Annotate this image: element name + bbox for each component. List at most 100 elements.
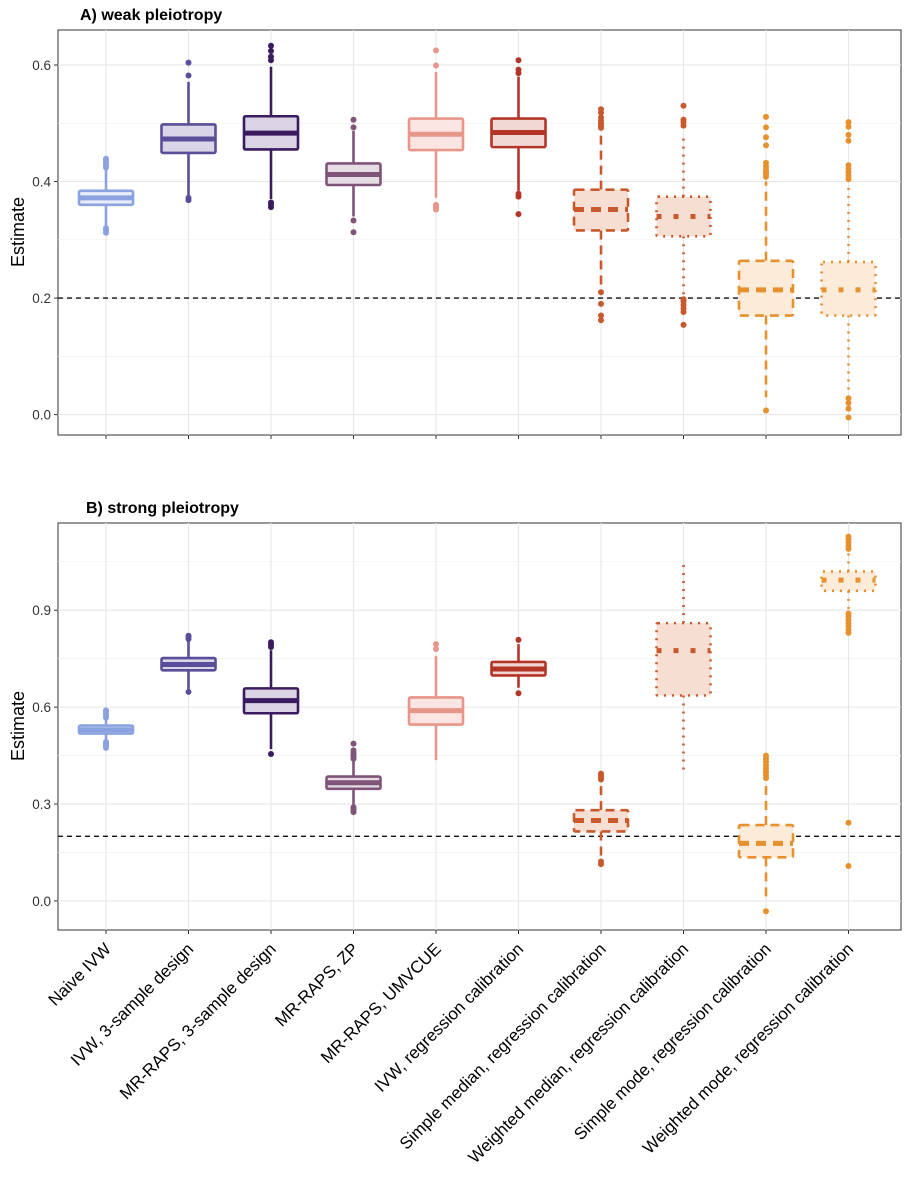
outlier-point: [763, 134, 769, 141]
boxplot-1: [77, 155, 135, 236]
outlier-point: [845, 819, 852, 826]
outlier-point: [350, 804, 357, 811]
outlier-point: [845, 162, 852, 169]
y-tick-label: 0.0: [32, 408, 51, 423]
outlier-point: [680, 296, 687, 303]
outlier-point: [268, 42, 274, 49]
iqr-box: [820, 260, 877, 317]
boxplot-3: [242, 42, 300, 211]
boxplot-6: [490, 57, 547, 218]
outlier-point: [598, 858, 604, 865]
boxplot-8: [655, 102, 712, 328]
y-tick-label: 0.6: [32, 700, 51, 715]
outlier-point: [845, 405, 852, 412]
boxplot-5: [407, 641, 465, 761]
outlier-point: [350, 740, 357, 747]
outlier-point: [515, 690, 522, 697]
outlier-point: [185, 688, 192, 695]
outlier-point: [845, 414, 852, 421]
y-tick-label: 0.9: [32, 603, 51, 618]
panel-b-x-ticks: [105, 930, 849, 934]
outlier-point: [515, 57, 522, 64]
boxplot-7: [572, 106, 630, 324]
boxplot-4: [325, 740, 382, 816]
boxplot-2: [160, 632, 217, 695]
x-category-label: MR-RAPS, ZP: [271, 939, 362, 1030]
outlier-point: [845, 533, 852, 540]
outlier-point: [845, 863, 852, 870]
outlier-point: [515, 211, 522, 218]
outlier-point: [680, 102, 687, 109]
outlier-point: [598, 114, 604, 121]
iqr-box: [820, 570, 877, 593]
outlier-point: [845, 399, 852, 406]
outlier-point: [845, 119, 852, 126]
boxplot-4: [325, 116, 382, 236]
outlier-point: [268, 53, 274, 60]
boxplot-5: [407, 47, 465, 213]
outlier-point: [185, 72, 192, 79]
outlier-point: [845, 131, 852, 138]
panel-b-boxplots: [77, 533, 877, 915]
boxplot-3: [242, 639, 300, 757]
outlier-point: [680, 321, 687, 328]
panel-b: B) strong pleiotropy 0.0 0.3 0.6 0.9 Estima…: [8, 500, 902, 1167]
outlier-point: [350, 116, 357, 123]
boxplot-8: [655, 564, 712, 775]
outlier-point: [763, 407, 769, 414]
outlier-point: [350, 747, 357, 754]
panel-a-frame: [57, 29, 902, 436]
panel-a-boxplots: [77, 42, 877, 421]
outlier-point: [763, 752, 769, 759]
outlier-point: [845, 395, 852, 402]
outlier-point: [268, 199, 274, 206]
panel-a-title: A) weak pleiotropy: [80, 7, 222, 24]
outlier-point: [433, 62, 439, 69]
outlier-point: [350, 217, 357, 224]
outlier-point: [598, 289, 604, 296]
x-category-label: Naive IVW: [45, 939, 115, 1009]
outlier-point: [185, 59, 192, 66]
outlier-point: [845, 137, 852, 144]
boxplot-2: [160, 59, 217, 204]
iqr-box: [655, 195, 712, 238]
outlier-point: [350, 124, 357, 131]
outlier-point: [515, 66, 522, 73]
outlier-point: [433, 641, 439, 648]
panel-b-title: B) strong pleiotropy: [86, 500, 239, 517]
outlier-point: [763, 113, 769, 120]
panel-a: A) weak pleiotropy 0.0 0.2 0.4 0.6 Estimate: [8, 7, 902, 439]
boxplot-1: [77, 707, 135, 751]
outlier-point: [433, 645, 439, 652]
panel-a-y-label: Estimate: [8, 197, 28, 267]
outlier-point: [598, 312, 604, 319]
panel-a-x-ticks: [105, 435, 849, 439]
outlier-point: [515, 636, 522, 643]
outlier-point: [433, 47, 439, 54]
outlier-point: [763, 124, 769, 131]
outlier-point: [763, 142, 769, 149]
outlier-point: [763, 159, 769, 166]
x-category-label: MR-RAPS, 3-sample design: [116, 939, 280, 1103]
outlier-point: [268, 639, 274, 646]
boxplot-10: [820, 119, 877, 421]
panel-b-y-label: Estimate: [8, 691, 28, 761]
x-category-label: IVW, regression calibration: [371, 939, 527, 1095]
boxplot-10: [820, 533, 877, 870]
outlier-point: [598, 317, 604, 324]
outlier-point: [268, 750, 274, 757]
outlier-point: [103, 225, 109, 232]
y-tick-label: 0.4: [32, 175, 51, 190]
outlier-point: [185, 632, 192, 639]
outlier-point: [598, 300, 604, 307]
outlier-point: [103, 707, 109, 714]
outlier-point: [845, 610, 852, 617]
outlier-point: [103, 155, 109, 162]
outlier-point: [268, 47, 274, 54]
outlier-point: [433, 201, 439, 208]
boxplot-6: [490, 636, 547, 697]
outlier-point: [598, 770, 604, 777]
outlier-point: [103, 739, 109, 746]
